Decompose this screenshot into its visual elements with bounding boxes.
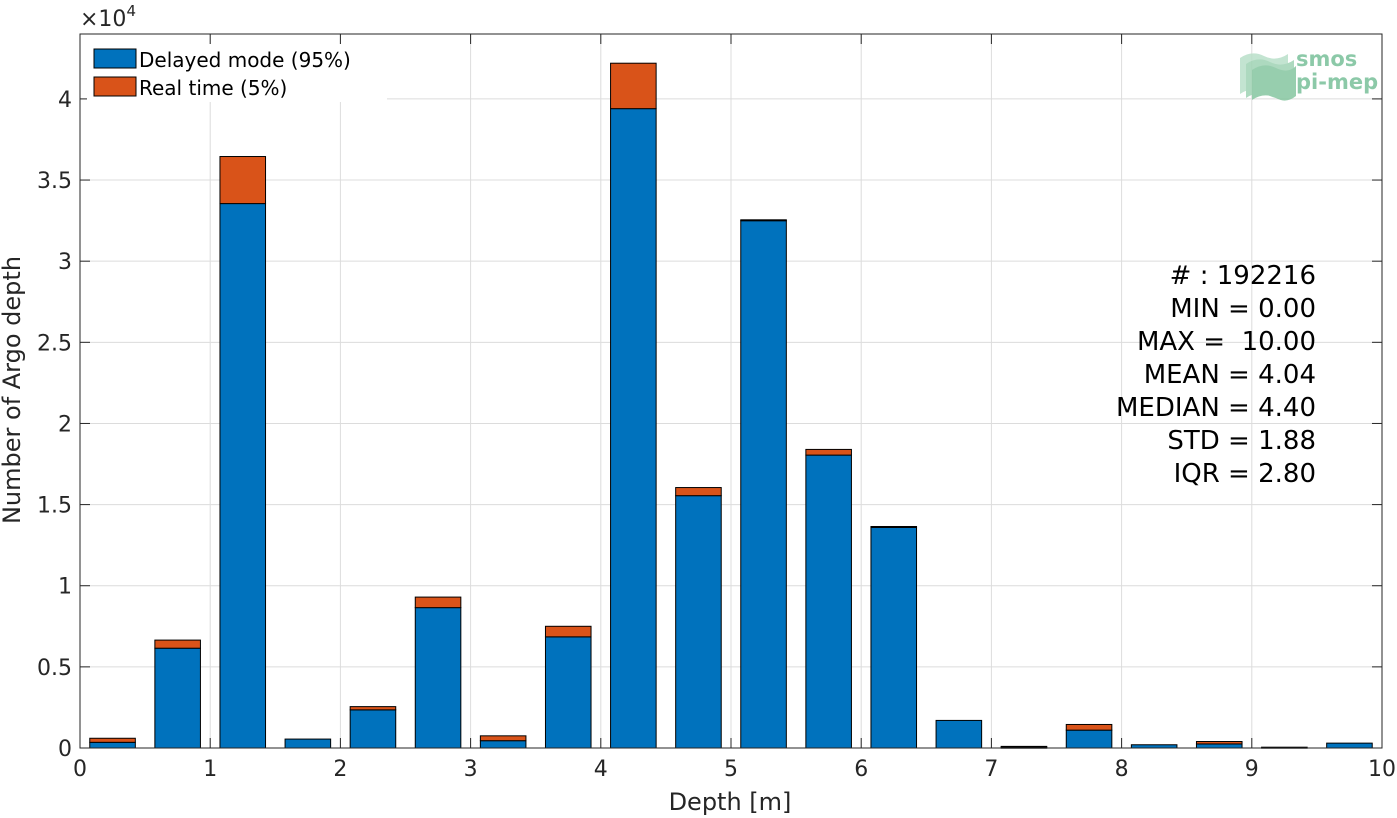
bar-series <box>89 62 1373 749</box>
legend-box <box>87 44 387 102</box>
bar-real-time <box>1000 745 1048 748</box>
y-tick-label: 0 <box>58 737 72 762</box>
bar-real-time <box>1065 723 1113 731</box>
legend-label-delayed-mode: Delayed mode (95%) <box>139 48 351 72</box>
x-tick-label: 9 <box>1245 757 1259 782</box>
y-multiplier-label: ×104 <box>80 2 136 32</box>
bar-real-time <box>1195 741 1243 745</box>
x-tick-label: 8 <box>1115 757 1129 782</box>
logo-text-line1: smos <box>1296 47 1357 71</box>
stats-line: MEDIAN = 4.40 <box>1116 393 1316 423</box>
smos-pi-mep-logo: smos pi-mep <box>1240 47 1378 101</box>
y-tick-label: 2.5 <box>37 331 72 356</box>
y-axis-ticks: 0 0.5 1 1.5 2 2.5 3 3.5 4 <box>37 88 1382 762</box>
legend: Delayed mode (95%) Real time (5%) <box>87 44 387 102</box>
bar-real-time <box>349 706 397 711</box>
x-tick-label: 4 <box>594 757 608 782</box>
x-tick-label: 5 <box>724 757 738 782</box>
y-tick-label: 0.5 <box>37 656 72 681</box>
legend-swatch-real-time <box>93 76 137 97</box>
bar-delayed-mode <box>219 203 267 749</box>
bar-delayed-mode <box>1065 729 1113 749</box>
bar-delayed-mode <box>610 108 657 749</box>
stats-line: # : 192216 <box>1170 261 1316 291</box>
bar-delayed-mode <box>675 495 722 749</box>
y-tick-label: 1 <box>58 575 72 600</box>
bar-delayed-mode <box>479 740 527 749</box>
bar-real-time <box>675 487 722 497</box>
bar-delayed-mode <box>414 607 462 749</box>
x-tick-label: 3 <box>464 757 478 782</box>
bar-delayed-mode <box>870 526 918 749</box>
y-tick-label: 3 <box>58 250 72 275</box>
y-tick-label: 2 <box>58 412 72 437</box>
y-axis-label: Number of Argo depth <box>0 256 26 524</box>
x-axis-ticks: 0 1 2 3 4 5 6 7 8 9 10 <box>73 34 1396 782</box>
bar-real-time <box>740 219 787 222</box>
x-tick-label: 10 <box>1368 757 1396 782</box>
legend-label-real-time: Real time (5%) <box>139 76 287 100</box>
bar-delayed-mode <box>1195 743 1243 749</box>
bar-real-time <box>414 596 462 609</box>
bar-real-time <box>870 525 918 528</box>
x-tick-label: 1 <box>203 757 217 782</box>
x-tick-label: 7 <box>984 757 998 782</box>
bar-real-time <box>805 448 852 456</box>
bar-delayed-mode <box>284 738 332 749</box>
bar-real-time <box>219 156 267 205</box>
logo-text-line2: pi-mep <box>1296 70 1378 94</box>
stats-line: STD = 1.88 <box>1167 426 1316 456</box>
legend-swatch-delayed-mode <box>93 48 137 69</box>
y-tick-label: 4 <box>58 88 72 113</box>
bar-real-time <box>544 625 592 638</box>
bar-delayed-mode <box>349 709 397 749</box>
y-tick-label: 3.5 <box>37 169 72 194</box>
x-axis-label: Depth [m] <box>669 788 792 816</box>
bar-delayed-mode <box>89 741 136 749</box>
bar-real-time <box>89 737 136 743</box>
bar-delayed-mode <box>544 636 592 749</box>
bar-delayed-mode <box>740 220 787 749</box>
stats-line: MEAN = 4.04 <box>1144 360 1316 390</box>
stats-line: IQR = 2.80 <box>1174 459 1316 489</box>
stats-line: MIN = 0.00 <box>1170 294 1316 324</box>
bar-real-time <box>610 62 657 110</box>
x-tick-label: 2 <box>333 757 347 782</box>
y-tick-label: 1.5 <box>37 494 72 519</box>
logo-wave-icon <box>1240 53 1296 101</box>
bar-real-time <box>154 639 201 649</box>
bar-real-time <box>479 735 527 742</box>
x-tick-label: 0 <box>73 757 87 782</box>
bar-delayed-mode <box>1326 742 1373 749</box>
stats-line: MAX = 10.00 <box>1137 327 1316 357</box>
bar-delayed-mode <box>935 719 983 749</box>
x-tick-label: 6 <box>854 757 868 782</box>
bar-delayed-mode <box>154 647 201 749</box>
bar-delayed-mode <box>805 454 852 749</box>
